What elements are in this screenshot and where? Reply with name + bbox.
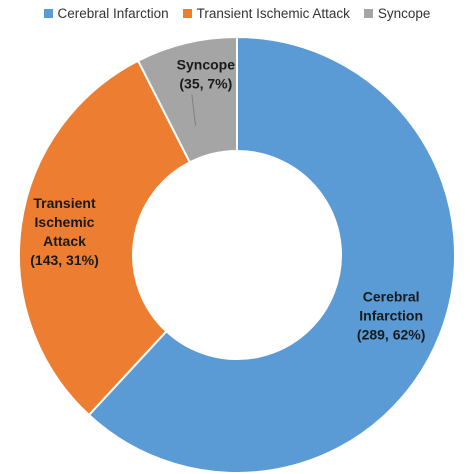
donut-slices xyxy=(18,35,456,474)
slice-syncope xyxy=(136,35,238,164)
legend-swatch-transient-ischemic-attack xyxy=(182,8,192,18)
legend-item-cerebral-infarction: Cerebral Infarction xyxy=(43,5,169,21)
slice-cerebral-infarction xyxy=(87,35,456,474)
leader-line-syncope xyxy=(191,94,196,126)
slice-transient-ischemic-attack xyxy=(18,59,192,417)
slice-label-transient-ischemic-attack: Transient Ischemic Attack (143, 31%) xyxy=(30,195,98,268)
legend-item-transient-ischemic-attack: Transient Ischemic Attack xyxy=(182,5,350,21)
legend-item-syncope: Syncope xyxy=(363,5,431,21)
chart-legend: Cerebral Infarction Transient Ischemic A… xyxy=(0,2,474,24)
slice-label-syncope: Syncope (35, 7%) xyxy=(177,56,236,91)
legend-label-cerebral-infarction: Cerebral Infarction xyxy=(57,5,169,21)
legend-swatch-syncope xyxy=(363,8,373,18)
legend-label-syncope: Syncope xyxy=(377,5,431,21)
slice-labels: Cerebral Infarction (289, 62%) Transient Isc… xyxy=(30,56,425,342)
legend-label-transient-ischemic-attack: Transient Ischemic Attack xyxy=(196,5,350,21)
slice-label-cerebral-infarction: Cerebral Infarction (289, 62%) xyxy=(357,288,425,342)
legend-swatch-cerebral-infarction xyxy=(43,8,53,18)
